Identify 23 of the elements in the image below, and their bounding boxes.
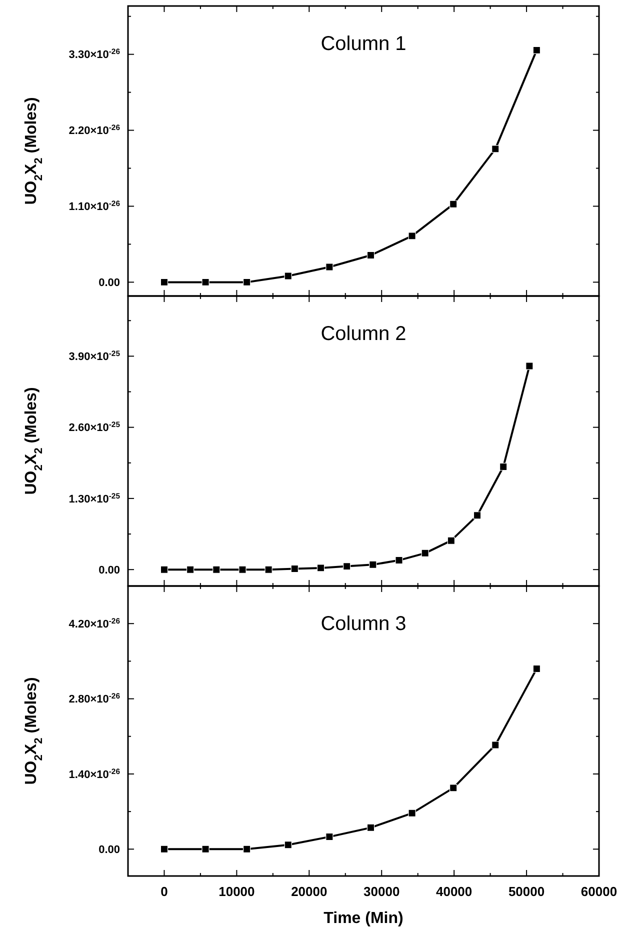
y-tick-label: 1.10×10$^{-26}$: [68, 198, 120, 214]
y-tick-label: 0.00: [98, 564, 120, 576]
x-tick-label: 10000: [218, 884, 255, 899]
y-tick-label: 2.20×10$^{-26}$: [68, 122, 120, 138]
text: Column 1: [320, 33, 406, 55]
text: Column 2: [320, 323, 406, 345]
y-tick-label: 2.60×10$^{-25}$: [68, 420, 121, 434]
y-tick-label: 3.90×10$^{-25}$: [68, 348, 121, 364]
x-tick-label: 20000: [291, 884, 328, 899]
x-tick-label: 50000: [508, 884, 545, 899]
x-tick-label: 30000: [364, 884, 400, 899]
text: Column 3: [320, 613, 406, 635]
x-axis-title: Time (Min): [324, 910, 404, 927]
y-tick-label: 4.20×10$^{-26}$: [68, 616, 120, 630]
y-tick-label: 1.30×10$^{-25}$: [68, 490, 121, 506]
y-tick-label: 0.00: [98, 277, 120, 290]
x-tick-label: 40000: [436, 884, 472, 899]
y-tick-label: 3.30×10$^{-26}$: [68, 46, 120, 62]
x-tick-label: 60000: [580, 884, 618, 899]
y-tick-label: 1.40×10$^{-26}$: [68, 766, 120, 781]
y-tick-label: 2.80×10$^{-26}$: [68, 691, 120, 706]
y-tick-label: 0.00: [98, 844, 120, 856]
x-tick-label: 0: [160, 884, 168, 899]
